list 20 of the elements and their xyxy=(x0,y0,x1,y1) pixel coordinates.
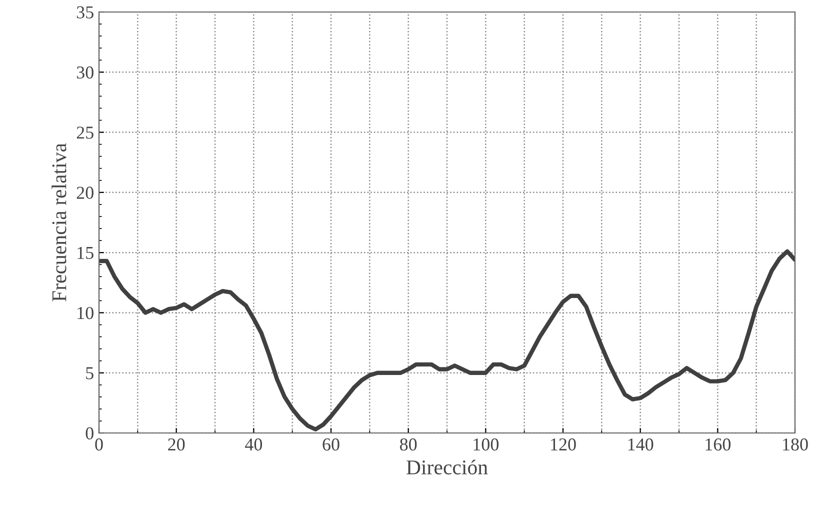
x-tick-label: 160 xyxy=(706,438,731,451)
y-tick-label: 5 xyxy=(86,367,94,380)
x-tick-label: 80 xyxy=(400,438,417,451)
x-axis-title: Dirección xyxy=(406,460,488,474)
y-tick-label: 25 xyxy=(76,126,94,139)
x-tick-label: 60 xyxy=(322,438,340,451)
x-tick-label: 100 xyxy=(474,438,499,451)
x-tick-label: 0 xyxy=(95,438,103,451)
y-tick-label: 15 xyxy=(78,246,94,260)
y-axis-title: Frecuencia relativa xyxy=(52,143,66,302)
y-tick-label: 20 xyxy=(76,186,94,199)
y-tick-label: 30 xyxy=(76,66,94,79)
x-tick-label: 180 xyxy=(783,438,808,451)
y-tick-label: 35 xyxy=(76,6,94,18)
x-tick-label: 140 xyxy=(628,438,654,451)
y-tick-label: 10 xyxy=(78,306,94,320)
x-tick-label: 40 xyxy=(244,438,262,451)
x-tick-label: 20 xyxy=(168,438,185,451)
x-tick-label: 120 xyxy=(551,438,576,451)
y-tick-label: 0 xyxy=(86,427,94,440)
